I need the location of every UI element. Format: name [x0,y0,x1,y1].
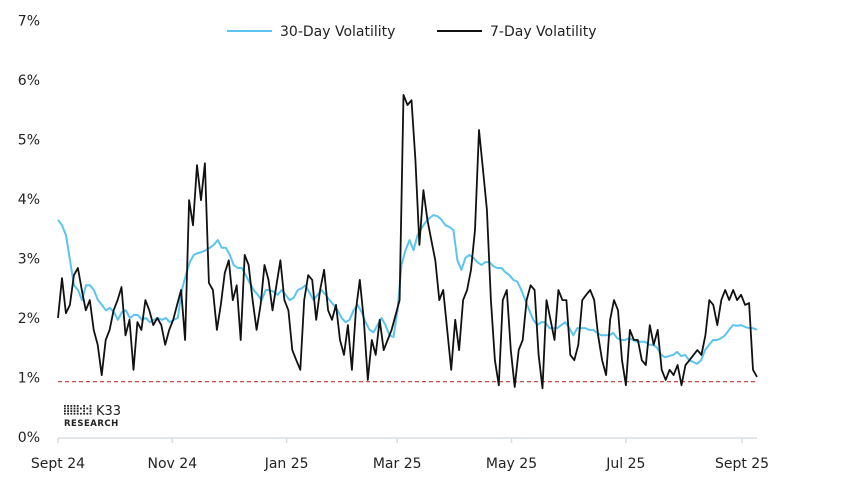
logo-mark-icon [64,405,92,415]
x-tick-label: May 25 [486,456,537,472]
k33-logo: K33 RESEARCH [64,404,121,429]
y-tick-label: 2% [18,311,40,327]
legend-label-7-day: 7-Day Volatility [490,24,597,40]
x-tick-label: Nov 24 [148,456,198,472]
y-axis: 0% 1% 2% 3% 4% 5% 6% 7% [18,14,40,447]
x-tick-label: Jan 25 [264,456,309,472]
y-tick-label: 0% [18,430,40,446]
x-tick-label: Mar 25 [373,456,422,472]
y-tick-label: 3% [18,252,40,268]
y-tick-label: 6% [18,73,40,89]
legend: 30-Day Volatility 7-Day Volatility [227,24,597,40]
series-lines [57,94,758,390]
y-tick-label: 4% [18,192,40,208]
y-tick-label: 7% [18,14,40,30]
x-tick-label: Sept 24 [31,456,85,472]
series-line-7-day [57,94,758,390]
y-tick-label: 5% [18,133,40,149]
x-tick-label: Sept 25 [715,456,769,472]
logo-text: K33 [96,404,121,419]
series-line-30-day [57,214,758,365]
x-axis: Sept 24 Nov 24 Jan 25 Mar 25 May 25 Jul 25 Sep… [31,437,769,472]
y-tick-label: 1% [18,371,40,387]
legend-label-30-day: 30-Day Volatility [280,24,395,40]
logo-subtext: RESEARCH [64,419,119,429]
x-tick-label: Jul 25 [605,456,645,472]
